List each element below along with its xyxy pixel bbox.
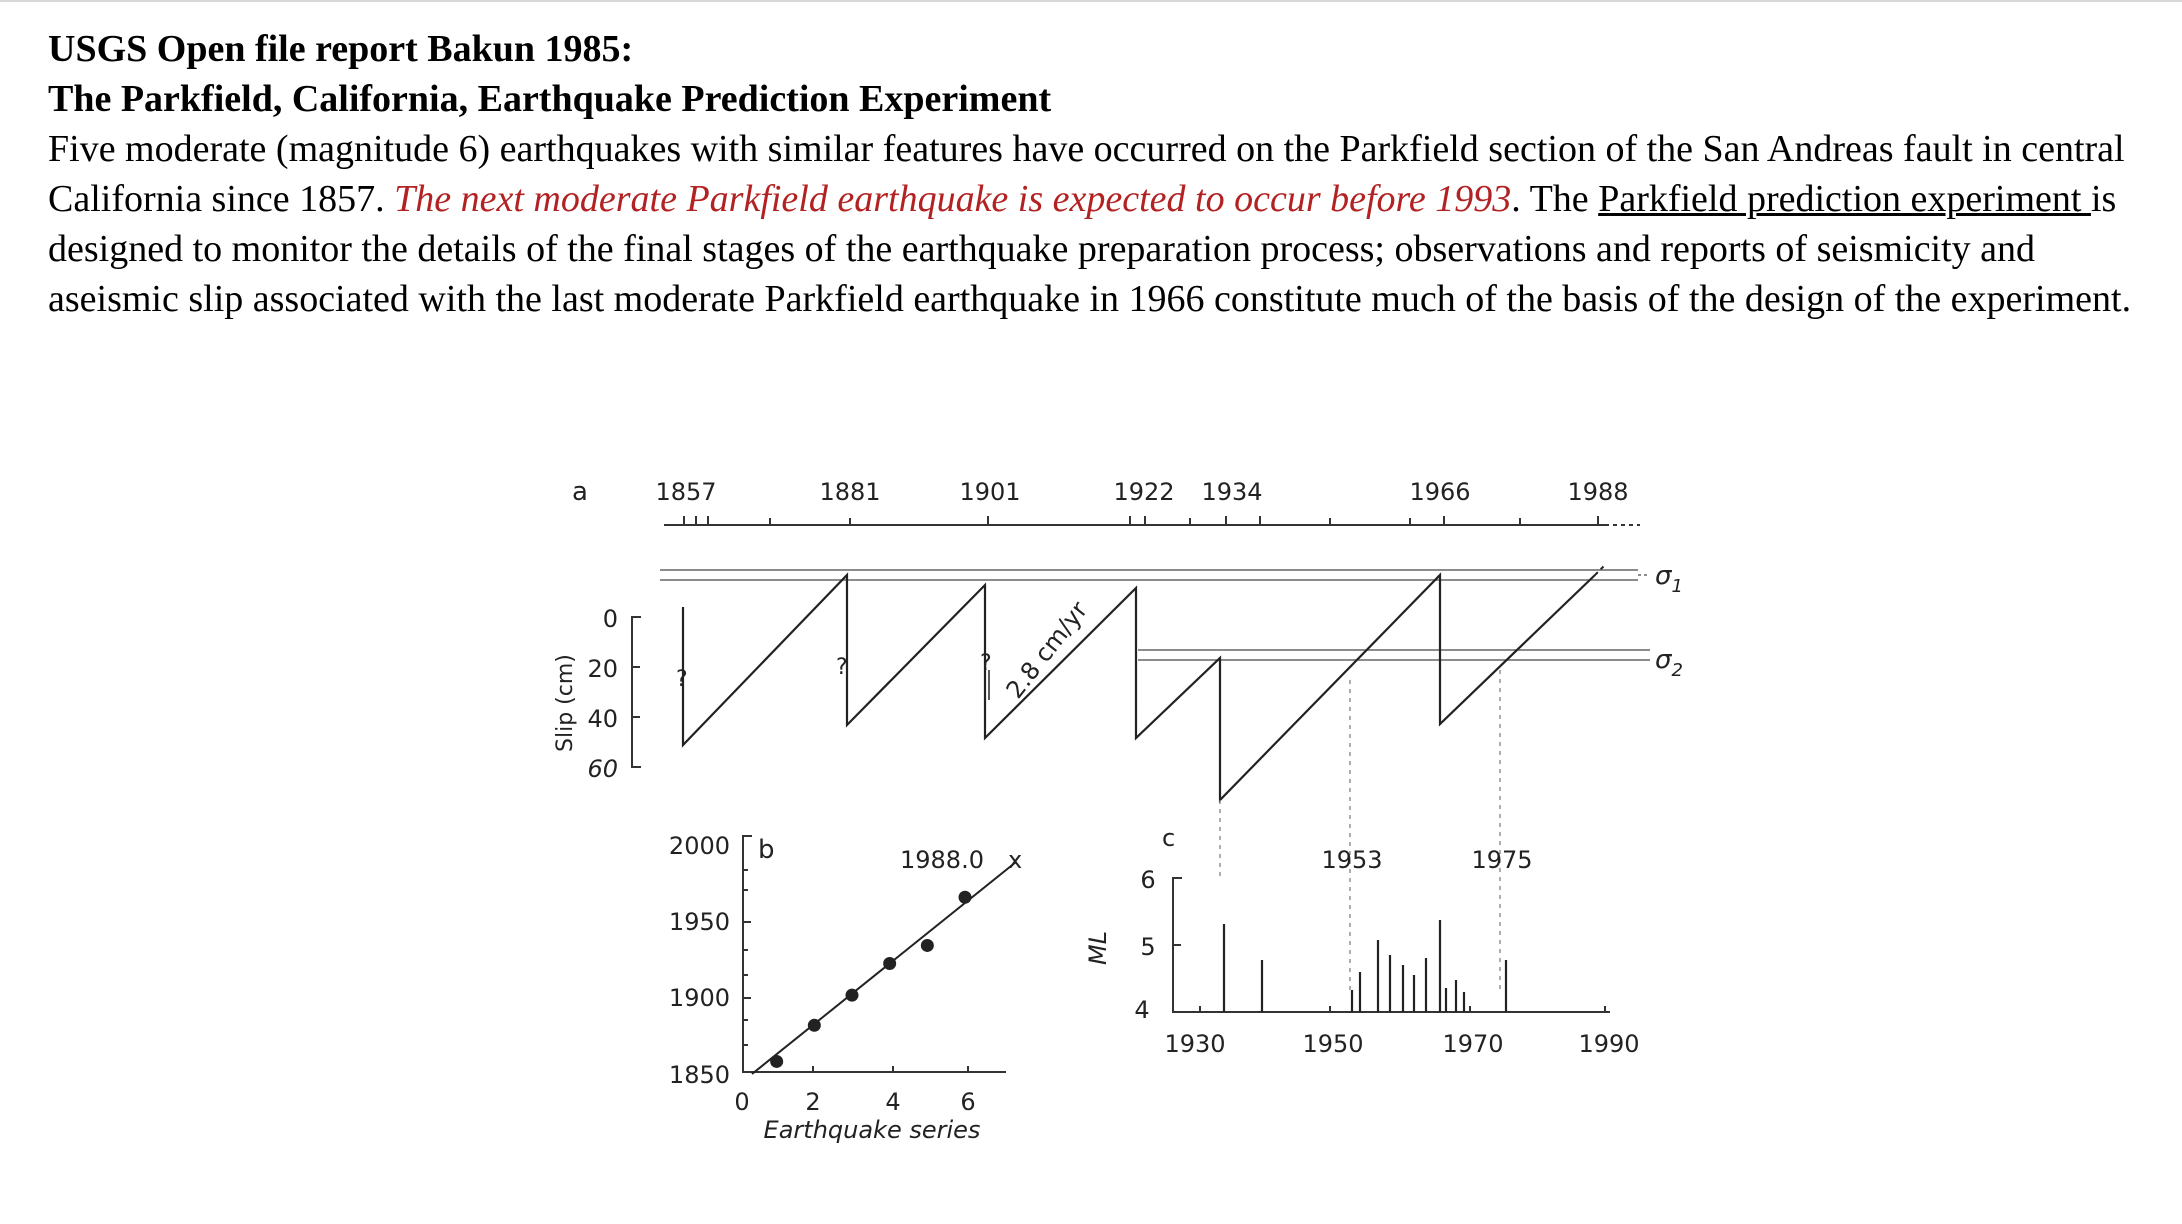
prediction-highlight: The next moderate Parkfield earthquake i… (394, 178, 1512, 220)
panel-b-axes (742, 835, 1006, 1073)
year-label-1966: 1966 (1409, 478, 1470, 506)
year-label-1922: 1922 (1113, 478, 1174, 506)
para-text-2: . The (1511, 178, 1599, 220)
b-ytick-2000: 2000 (669, 832, 730, 860)
threshold-lines (660, 569, 1650, 661)
recurrence-point-4 (883, 957, 897, 971)
b-ytick-1950: 1950 (669, 908, 730, 936)
recurrence-point-2 (807, 1018, 821, 1032)
annotation-1953: 1953 (1321, 846, 1382, 874)
parkfield-experiment-link[interactable]: Parkfield prediction experiment (1598, 178, 2091, 220)
prediction-x-mark: x (1008, 846, 1022, 874)
slip-tick-20: 20 (587, 655, 618, 683)
prediction-1988-label: 1988.0 (900, 846, 984, 874)
sigma1-label: σ1 (1655, 561, 1683, 597)
slip-rate-label: 2.8 cm/yr (1001, 596, 1094, 704)
slip-sawtooth-curve (681, 572, 1596, 803)
year-label-1901: 1901 (959, 478, 1020, 506)
sigma2-label: σ2 (1655, 645, 1683, 681)
recurrence-fit-line (751, 861, 1017, 1075)
slip-axis-label: Slip (cm) (553, 654, 578, 752)
ml-axis (1172, 877, 1610, 1013)
ml-tick-4: 4 (1134, 996, 1149, 1024)
recurrence-point-3 (845, 988, 859, 1002)
document-text: USGS Open file report Bakun 1985: The Pa… (48, 24, 2158, 324)
para-text-1: Five moderate (magnitude 6) earthquakes … (48, 128, 2125, 220)
slip-tick-60: 60 (587, 755, 618, 783)
ml-tick-6: 6 (1140, 866, 1155, 894)
year-label-1934: 1934 (1201, 478, 1262, 506)
body-paragraph: Five moderate (magnitude 6) earthquakes … (48, 124, 2158, 324)
document-title-line1: USGS Open file report Bakun 1985: (48, 28, 634, 70)
b-xtick-6: 6 (960, 1088, 975, 1116)
year-label-1988: 1988 (1567, 478, 1628, 506)
recurrence-point-1 (770, 1054, 784, 1068)
c-xtick-1950: 1950 (1302, 1030, 1363, 1058)
b-xtick-2: 2 (805, 1088, 820, 1116)
question-mark-1: ? (676, 667, 688, 692)
ml-axis-label: ML (1084, 931, 1112, 965)
slip-axis (631, 616, 641, 768)
recurrence-point-6 (958, 890, 972, 904)
year-label-1881: 1881 (819, 478, 880, 506)
magnitude-spikes (1222, 920, 1508, 1012)
panel-c-label: c (1162, 824, 1175, 852)
document-title-line2: The Parkfield, California, Earthquake Pr… (48, 78, 1052, 120)
slip-tick-0: 0 (603, 605, 618, 633)
b-xtick-0: 0 (734, 1088, 749, 1116)
guide-lines (1219, 670, 1501, 990)
annotation-1975: 1975 (1471, 846, 1532, 874)
b-xtick-4: 4 (885, 1088, 900, 1116)
b-ytick-1850: 1850 (669, 1061, 730, 1089)
panel-b-label: b (758, 835, 775, 865)
question-mark-3: ? (980, 651, 992, 676)
c-xtick-1970: 1970 (1442, 1030, 1503, 1058)
year-label-1857: 1857 (655, 478, 716, 506)
time-axis (664, 516, 1640, 526)
slip-tick-40: 40 (587, 705, 618, 733)
slip-dashed-projection (1594, 564, 1606, 576)
c-xtick-1930: 1930 (1164, 1030, 1225, 1058)
recurrence-points (770, 890, 972, 1068)
top-divider (0, 0, 2182, 2)
question-mark-2: ? (836, 655, 848, 680)
b-ytick-1900: 1900 (669, 984, 730, 1012)
para-text-3: is designed to monitor the details of th… (48, 178, 2132, 320)
recurrence-point-5 (920, 938, 934, 952)
ml-tick-5: 5 (1140, 933, 1155, 961)
b-xlabel: Earthquake series (764, 1116, 981, 1144)
panel-a-label: a (572, 477, 588, 507)
c-xtick-1990: 1990 (1578, 1030, 1639, 1058)
